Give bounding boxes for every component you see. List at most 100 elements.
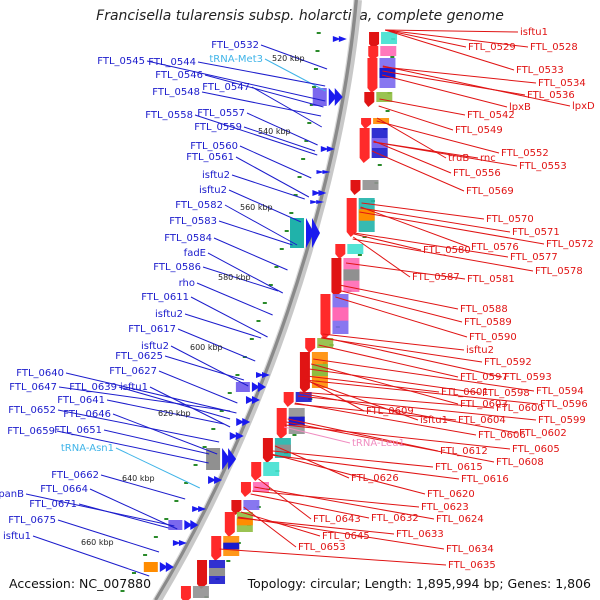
leader-line	[224, 204, 298, 246]
forward-gene-block	[168, 520, 183, 530]
tick-labels: 520 kbp 540 kbp 560 kbp 580 kbp 600 kbp 620 k…	[81, 54, 305, 547]
leader-line	[283, 426, 351, 444]
tick-dot	[274, 266, 279, 268]
reverse-gene-block	[347, 244, 364, 254]
forward-gene-arrow	[256, 372, 265, 378]
leader-line	[260, 44, 328, 70]
gene-label: FTL_0597	[460, 372, 508, 383]
leader-line	[146, 60, 326, 102]
leader-line	[311, 363, 459, 405]
forward-gene-arrow	[178, 540, 187, 546]
leader-line	[381, 74, 508, 108]
reverse-gene-arrow	[361, 118, 372, 129]
reverse-gene-block	[209, 568, 226, 576]
gene-label: FTL_0611	[141, 292, 189, 303]
forward-gene-arrow	[222, 448, 231, 470]
tick-dot	[174, 500, 179, 502]
tick-dot	[256, 320, 261, 322]
forward-gene-block	[235, 382, 250, 392]
leader-line	[207, 252, 284, 294]
leader-line	[304, 379, 419, 421]
gene-labels: FTL_0532 tRNA-Met3 FTL_0545 FTL_0544 FTL_054…	[0, 27, 595, 571]
leader-line	[243, 126, 316, 152]
leader-line	[264, 58, 326, 92]
gene-label: FTL_0643	[313, 514, 361, 525]
gene-label: FTL_0596	[540, 399, 588, 410]
tick-label: 580 kbp	[218, 273, 251, 282]
gene-label: FTL_0641	[57, 395, 105, 406]
gene-label: FTL_0556	[453, 168, 501, 179]
tick-dot	[377, 164, 382, 166]
gene-label: FTL_0659	[7, 426, 55, 437]
forward-gene-arrow	[165, 562, 174, 572]
leader-line	[32, 535, 150, 577]
forward-gene-arrow	[326, 146, 335, 152]
reverse-gene-arrow	[251, 462, 262, 481]
leader-line	[65, 372, 237, 414]
reverse-gene-arrow	[224, 512, 235, 537]
gene-label: FTL_0576	[471, 242, 519, 253]
gene-label: FTL_0561	[186, 152, 234, 163]
leader-line	[299, 392, 518, 434]
gene-label: FTL_0664	[40, 484, 88, 495]
forward-gene-arrow	[184, 520, 193, 530]
leader-line	[382, 66, 537, 84]
gene-label: FTL_0582	[175, 200, 223, 211]
gene-label: FTL_0608	[496, 457, 544, 468]
gene-label: FTL_0652	[8, 405, 56, 416]
leader-line	[352, 236, 411, 278]
leader-line	[337, 289, 463, 323]
leader-line	[100, 474, 186, 500]
gene-label: FTL_0594	[536, 386, 584, 397]
gene-label: tRNA-Asn1	[61, 443, 114, 454]
tick-dot	[153, 536, 158, 538]
leader-line	[202, 266, 279, 292]
forward-gene-arrow	[192, 506, 201, 512]
tick-label: 520 kbp	[272, 54, 305, 63]
reverse-gene-arrow	[320, 294, 331, 339]
tick-dot	[143, 554, 148, 556]
leader-line	[318, 344, 459, 378]
reverse-gene-block	[373, 118, 390, 124]
leader-line	[201, 91, 322, 117]
gene-label: FTL_0529	[468, 42, 516, 53]
forward-gene-arrow	[322, 170, 331, 174]
reverse-gene-arrow	[180, 586, 191, 600]
reverse-gene-arrow	[197, 560, 208, 589]
forward-gene-block	[290, 218, 305, 248]
gene-label: FTL_0584	[164, 233, 212, 244]
gene-label: FTL_0534	[538, 78, 586, 89]
gene-label: lpxB	[509, 102, 531, 113]
leader-line	[379, 98, 466, 116]
leader-line	[106, 399, 225, 425]
gene-label: FTL_0589	[464, 317, 512, 328]
reverse-gene-block	[317, 338, 334, 348]
reverse-gene-arrow	[211, 536, 222, 561]
forward-gene-arrow	[242, 418, 251, 426]
gene-label: FTL_0620	[427, 489, 475, 500]
leader-line	[385, 29, 467, 48]
gene-label: rho	[179, 278, 195, 289]
gene-label: isftu2	[155, 309, 183, 320]
gene-label: FTL_0623	[421, 502, 469, 513]
leader-line	[251, 86, 323, 128]
gene-label: FTL_0544	[148, 57, 196, 68]
reverse-gene-arrow	[240, 482, 251, 497]
leader-line	[322, 333, 465, 351]
leader-line	[352, 238, 534, 272]
gene-label: FTL_0599	[538, 415, 586, 426]
reverse-gene-arrow	[350, 180, 361, 195]
leader-line	[112, 413, 218, 455]
gene-label: FTL_0605	[512, 444, 560, 455]
gene-label: FTL_0603	[460, 399, 508, 410]
leader-line	[115, 447, 201, 489]
tick-label: 660 kbp	[81, 538, 114, 547]
forward-gene-arrow	[236, 418, 245, 426]
reverse-gene-block	[358, 209, 375, 221]
leader-line	[378, 105, 454, 131]
leader-line	[103, 429, 210, 455]
gene-label: FTL_0616	[461, 474, 509, 485]
leader-lines	[25, 29, 571, 577]
leader-line	[218, 220, 293, 246]
leader-line	[177, 328, 256, 362]
